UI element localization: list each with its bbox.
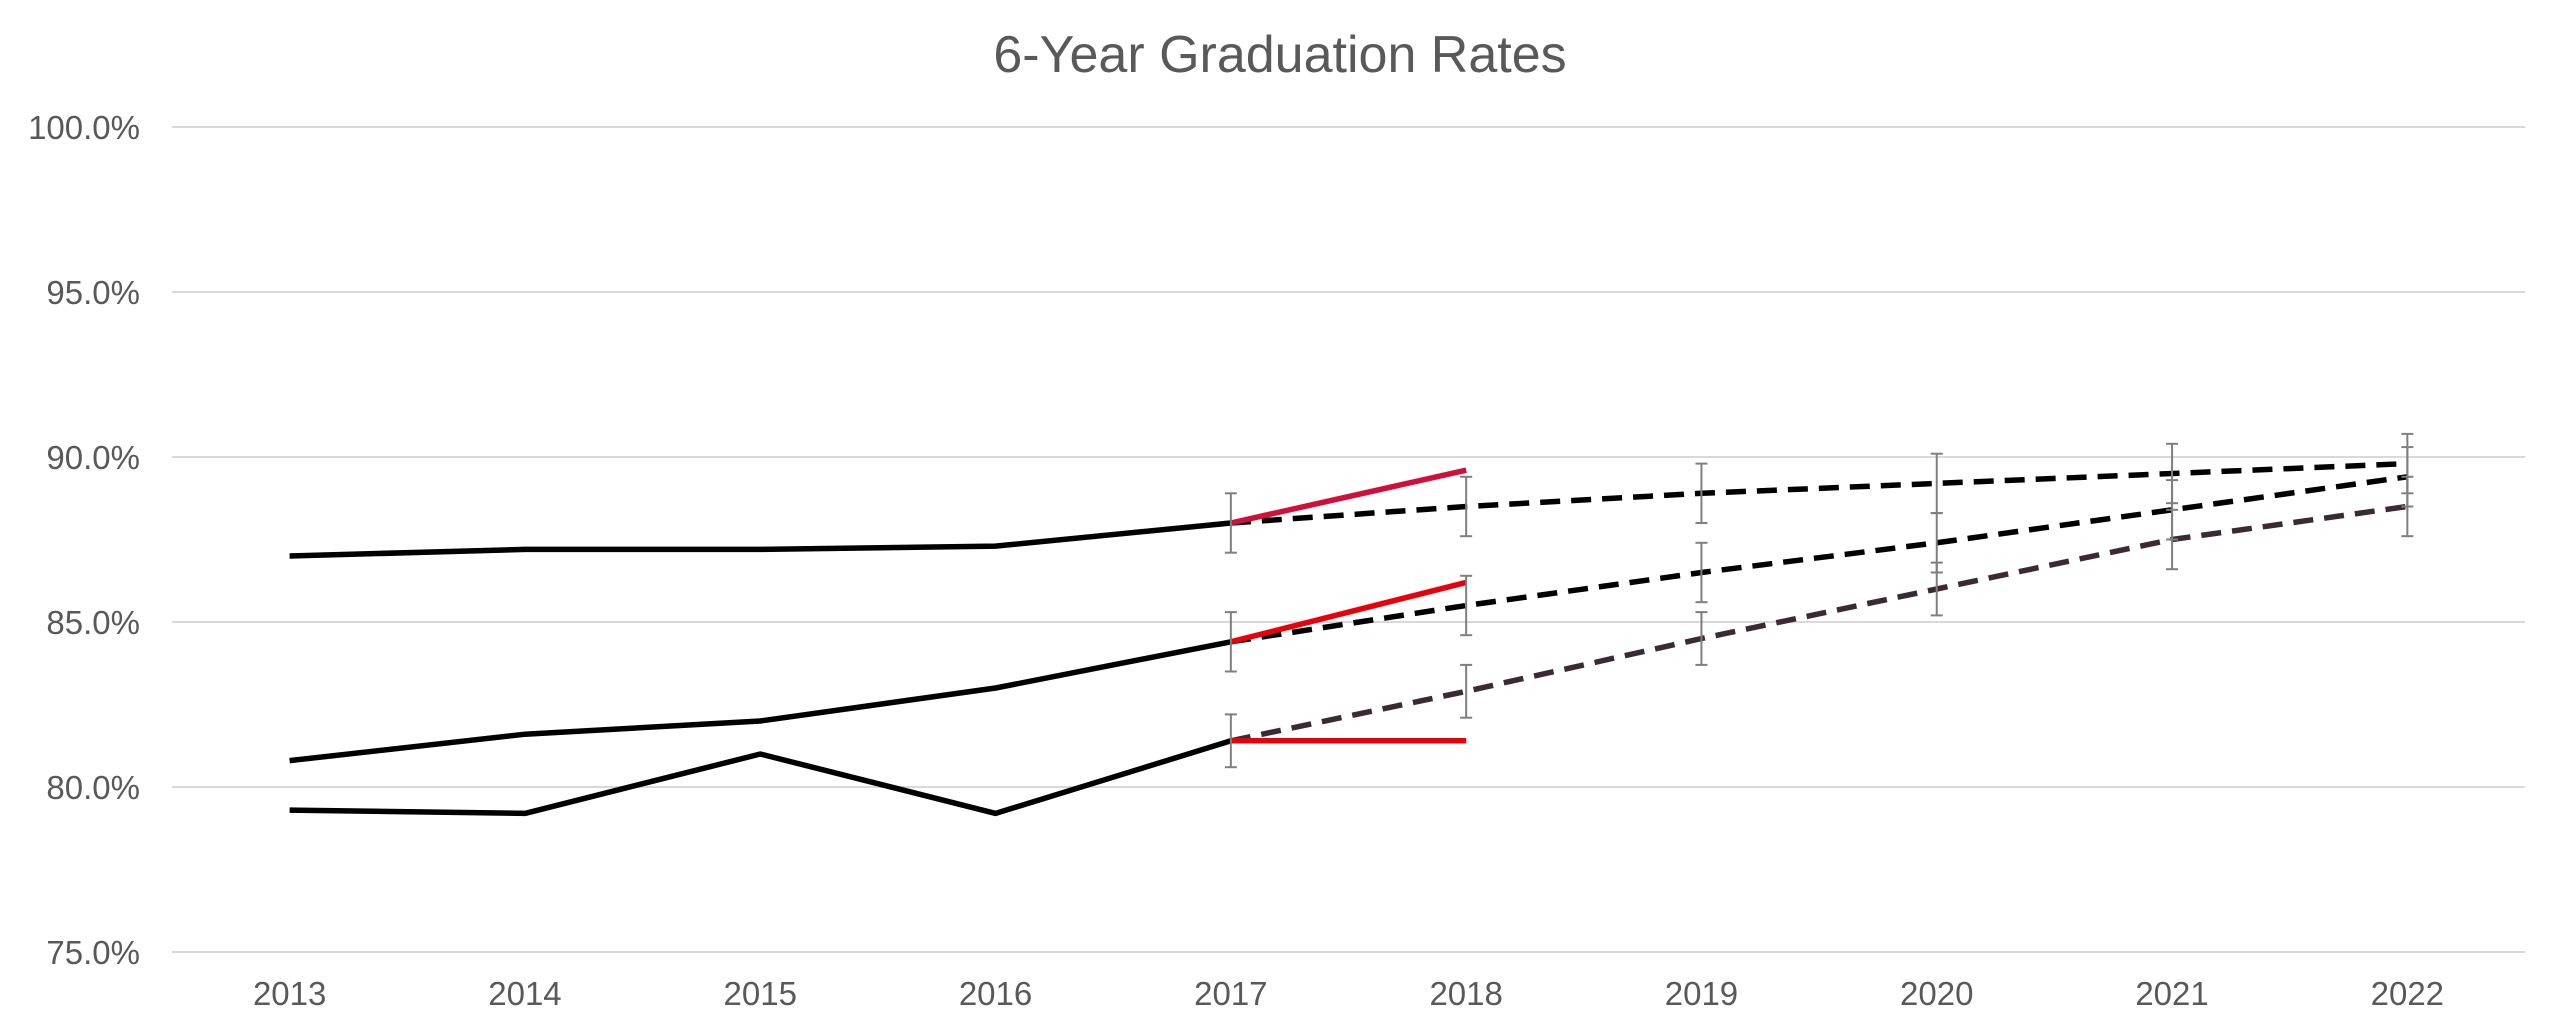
error-bar xyxy=(1460,574,1473,637)
error-bar xyxy=(1460,663,1473,719)
error-bar xyxy=(1930,561,1943,617)
x-tick-label: 2015 xyxy=(724,975,797,1012)
x-tick-label: 2013 xyxy=(253,975,326,1012)
x-tick-label: 2014 xyxy=(488,975,561,1012)
error-bar xyxy=(1695,611,1708,666)
error-bar xyxy=(1695,541,1708,604)
projection-line xyxy=(1230,503,2408,744)
y-axis: 75.0% 80.0% 85.0% 90.0% 95.0% 100.0% xyxy=(28,109,140,971)
series-line xyxy=(289,520,1232,559)
error-bar xyxy=(1460,475,1473,538)
error-bar xyxy=(2401,475,2414,538)
series-line xyxy=(289,639,1232,764)
projection-line xyxy=(1230,474,2408,645)
error-bars xyxy=(1224,432,2414,769)
x-tick-label: 2022 xyxy=(2371,975,2444,1012)
error-bar xyxy=(1224,492,1237,554)
projection-line xyxy=(1230,460,2408,526)
x-tick-label: 2019 xyxy=(1665,975,1738,1012)
x-tick-label: 2018 xyxy=(1429,975,1502,1012)
error-bar xyxy=(2166,508,2179,571)
x-tick-label: 2020 xyxy=(1900,975,1973,1012)
y-tick-label: 100.0% xyxy=(28,109,140,146)
series-lines xyxy=(289,460,2408,817)
x-axis: 2013 2014 2015 2016 2017 2018 2019 2020 2021 2022 xyxy=(253,975,2444,1012)
x-tick-label: 2021 xyxy=(2135,975,2208,1012)
series-line xyxy=(1230,579,1467,645)
error-bar xyxy=(1224,713,1237,769)
series-line xyxy=(289,738,1232,817)
y-tick-label: 95.0% xyxy=(46,274,140,311)
error-bar xyxy=(1224,611,1237,673)
x-tick-label: 2016 xyxy=(959,975,1032,1012)
y-tick-label: 85.0% xyxy=(46,604,140,641)
series-line xyxy=(1230,467,1467,526)
error-bar xyxy=(1695,462,1708,524)
y-tick-label: 75.0% xyxy=(46,934,140,971)
chart-title: 6-Year Graduation Rates xyxy=(993,26,1566,84)
gridlines xyxy=(172,126,2525,953)
y-tick-label: 80.0% xyxy=(46,769,140,806)
error-bar xyxy=(1930,452,1943,515)
y-tick-label: 90.0% xyxy=(46,439,140,476)
x-tick-label: 2017 xyxy=(1194,975,1267,1012)
